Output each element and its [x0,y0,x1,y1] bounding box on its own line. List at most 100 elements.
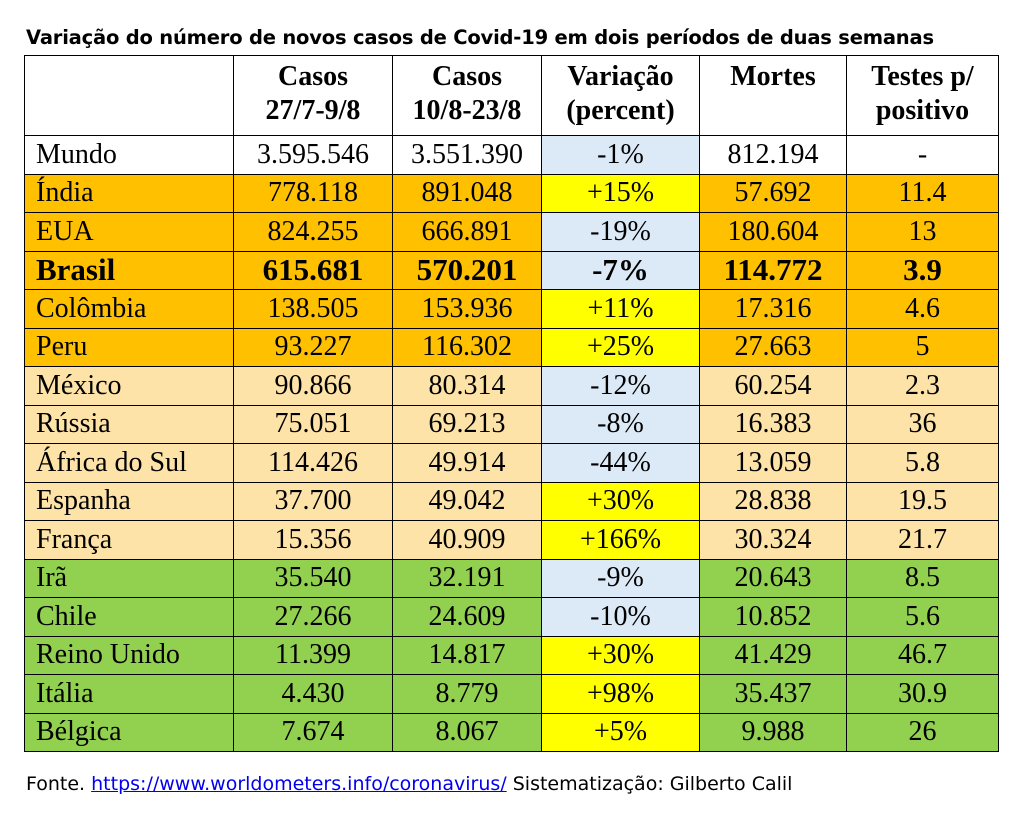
header-variacao: Variação (percent) [541,55,700,136]
mortes-cell: 180.604 [699,212,847,252]
testes-cell: 11.4 [846,173,999,213]
casos-period-2-cell: 3.551.390 [392,135,542,175]
variacao-cell: -19% [541,212,700,252]
casos-period-1-cell: 7.674 [233,712,393,752]
country-cell: Irã [24,558,234,598]
header-row: Casos 27/7-9/8 Casos 10/8-23/8 Variação … [24,55,999,136]
casos-period-1-cell: 93.227 [233,327,393,367]
variacao-cell: +5% [541,712,700,752]
header-casos-period-2: Casos 10/8-23/8 [392,55,542,136]
testes-cell: 5.8 [846,443,999,483]
country-cell: França [24,520,234,560]
testes-cell: 19.5 [846,481,999,521]
casos-period-1-cell: 75.051 [233,404,393,444]
table-row: Reino Unido 11.399 14.817 +30% 41.429 46.7 [24,635,999,675]
variacao-cell: -7% [541,250,700,290]
casos-period-2-cell: 8.067 [392,712,542,752]
mortes-cell: 114.772 [699,250,847,290]
header-mortes: Mortes [699,55,847,136]
mortes-cell: 57.692 [699,173,847,213]
table-body: Mundo 3.595.546 3.551.390 -1% 812.194- Índia 7… [24,135,999,752]
table-row: Rússia 75.051 69.213 -8% 16.383 36 [24,404,999,444]
table-title: Variação do número de novos casos de Cov… [26,26,934,49]
table-row: Peru 93.227 116.302 +25% 27.663 5 [24,327,999,367]
casos-period-2-cell: 24.609 [392,597,542,637]
testes-cell: 5 [846,327,999,367]
table-row: Chile 27.266 24.609 -10% 10.852 5.6 [24,597,999,637]
casos-period-1-cell: 37.700 [233,481,393,521]
testes-cell: 3.9 [846,250,999,290]
country-cell: EUA [24,212,234,252]
casos-period-2-cell: 40.909 [392,520,542,560]
table-row: Espanha 37.700 49.042 +30% 28.838 19.5 [24,481,999,521]
country-cell: México [24,366,234,406]
casos-period-1-cell: 824.255 [233,212,393,252]
table-row: Itália 4.430 8.779 +98% 35.437 30.9 [24,674,999,714]
covid-table: Casos 27/7-9/8 Casos 10/8-23/8 Variação … [24,55,999,752]
source-link[interactable]: https://www.worldometers.info/coronaviru… [91,773,507,795]
casos-period-1-cell: 11.399 [233,635,393,675]
testes-cell: - [846,135,999,175]
variacao-cell: +25% [541,327,700,367]
testes-cell: 26 [846,712,999,752]
testes-cell: 2.3 [846,366,999,406]
table-row: EUA 824.255 666.891 -19% 180.604 13 [24,212,999,252]
casos-period-2-cell: 80.314 [392,366,542,406]
country-cell: Espanha [24,481,234,521]
casos-period-1-cell: 90.866 [233,366,393,406]
casos-period-1-cell: 778.118 [233,173,393,213]
mortes-cell: 35.437 [699,674,847,714]
casos-period-1-cell: 15.356 [233,520,393,560]
variacao-cell: -1% [541,135,700,175]
source-credit: Sistematização: Gilberto Calil [506,773,793,795]
testes-cell: 4.6 [846,289,999,329]
header-testes: Testes p/ positivo [846,55,999,136]
table-row: Bélgica 7.674 8.067 +5% 9.988 26 [24,712,999,752]
country-cell: Índia [24,173,234,213]
country-cell: Rússia [24,404,234,444]
testes-cell: 8.5 [846,558,999,598]
table-row: Mundo 3.595.546 3.551.390 -1% 812.194- [24,135,999,175]
casos-period-2-cell: 49.914 [392,443,542,483]
casos-period-2-cell: 153.936 [392,289,542,329]
variacao-cell: +11% [541,289,700,329]
source-line: Fonte. https://www.worldometers.info/cor… [26,773,792,795]
mortes-cell: 13.059 [699,443,847,483]
mortes-cell: 27.663 [699,327,847,367]
testes-cell: 36 [846,404,999,444]
casos-period-2-cell: 570.201 [392,250,542,290]
testes-cell: 5.6 [846,597,999,637]
casos-period-1-cell: 114.426 [233,443,393,483]
variacao-cell: +30% [541,635,700,675]
mortes-cell: 28.838 [699,481,847,521]
table-row: Colômbia 138.505 153.936 +11% 17.316 4.6 [24,289,999,329]
country-cell: Mundo [24,135,234,175]
casos-period-1-cell: 138.505 [233,289,393,329]
casos-period-2-cell: 891.048 [392,173,542,213]
table-row: França 15.356 40.909 +166% 30.324 21.7 [24,520,999,560]
table-row: África do Sul 114.426 49.914 -44% 13.059 5.8 [24,443,999,483]
country-cell: Brasil [24,250,234,290]
casos-period-1-cell: 35.540 [233,558,393,598]
testes-cell: 46.7 [846,635,999,675]
casos-period-2-cell: 32.191 [392,558,542,598]
casos-period-2-cell: 14.817 [392,635,542,675]
header-country [24,55,234,136]
variacao-cell: -44% [541,443,700,483]
mortes-cell: 9.988 [699,712,847,752]
country-cell: Peru [24,327,234,367]
casos-period-2-cell: 8.779 [392,674,542,714]
casos-period-1-cell: 615.681 [233,250,393,290]
casos-period-1-cell: 27.266 [233,597,393,637]
variacao-cell: +15% [541,173,700,213]
testes-cell: 30.9 [846,674,999,714]
casos-period-2-cell: 69.213 [392,404,542,444]
table-row: Índia 778.118 891.048 +15% 57.692 11.4 [24,173,999,213]
table-row: Irã 35.540 32.191 -9% 20.643 8.5 [24,558,999,598]
mortes-cell: 812.194 [699,135,847,175]
variacao-cell: +166% [541,520,700,560]
casos-period-2-cell: 666.891 [392,212,542,252]
country-cell: Bélgica [24,712,234,752]
casos-period-2-cell: 116.302 [392,327,542,367]
country-cell: Colômbia [24,289,234,329]
